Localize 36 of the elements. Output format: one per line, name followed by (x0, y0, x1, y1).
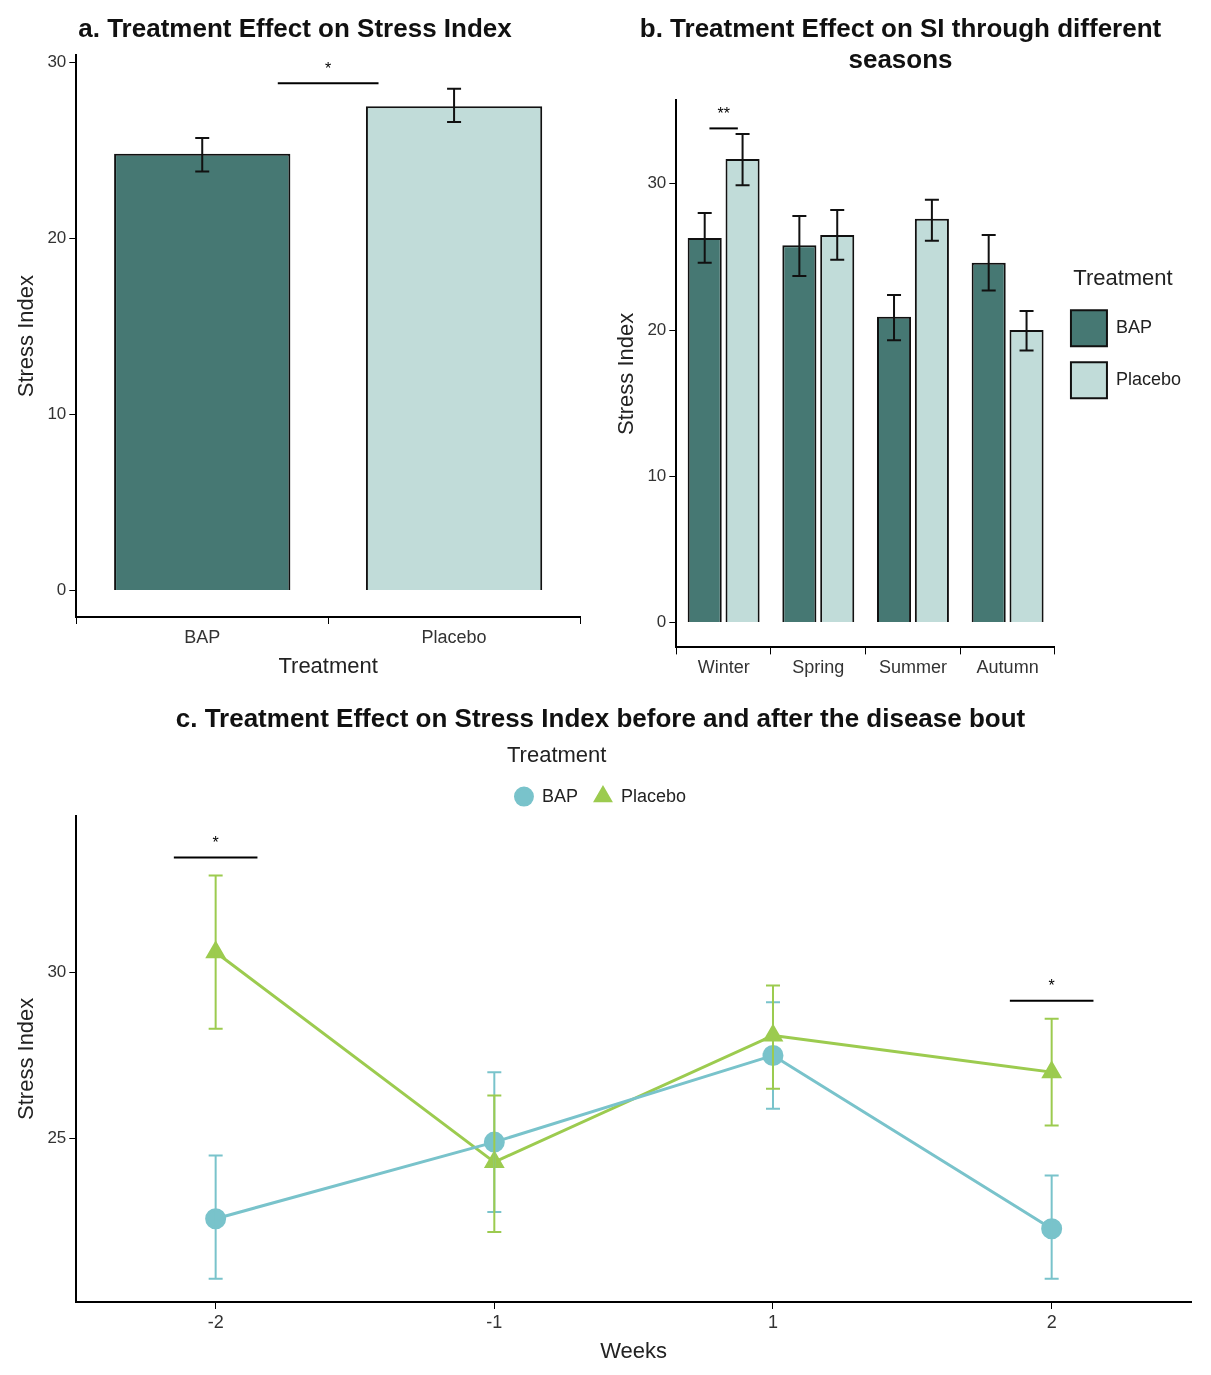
legend-title: Treatment (1073, 264, 1173, 290)
x-axis-title: Treatment (278, 652, 378, 678)
legend-label: Placebo (620, 785, 687, 806)
x-tick-label: -2 (207, 1311, 224, 1332)
x-tick-label: -1 (486, 1311, 503, 1332)
y-tick-label: 30 (47, 51, 67, 71)
x-tick-label: 1 (767, 1311, 778, 1332)
chart-title: c. Treatment Effect on Stress Index before and after the disease bout (175, 702, 1026, 733)
annotation: * (325, 59, 332, 77)
x-axis-title: Weeks (600, 1337, 668, 1363)
chart-title: b. Treatment Effect on SI through different seasons (639, 12, 1162, 74)
annotation: * (1048, 977, 1055, 995)
legend-label: Placebo (1115, 369, 1182, 390)
y-tick-label: 0 (656, 612, 667, 632)
legend-label: BAP (1115, 317, 1152, 338)
y-tick-label: 25 (47, 1128, 67, 1148)
y-axis-title: Stress Index (13, 274, 39, 398)
legend-title: Treatment (506, 742, 607, 768)
x-tick-label: 2 (1046, 1311, 1057, 1332)
y-tick-label: 0 (56, 580, 67, 600)
y-tick-label: 20 (647, 319, 667, 339)
y-axis-title: Stress Index (13, 997, 39, 1120)
y-tick-label: 30 (47, 961, 67, 981)
x-tick-label: Summer (878, 657, 947, 678)
legend-label: BAP (541, 785, 578, 806)
y-tick-label: 30 (647, 173, 667, 193)
y-tick-label: 20 (47, 228, 67, 248)
y-tick-label: 10 (647, 465, 667, 485)
chart-title: a. Treatment Effect on Stress Index (78, 12, 513, 43)
y-axis-title: Stress Index (613, 312, 639, 436)
annotation: * (212, 833, 219, 851)
y-tick-label: 10 (47, 404, 67, 424)
x-tick-label: Spring (792, 657, 845, 678)
x-tick-label: Autumn (976, 657, 1039, 678)
x-tick-label: Winter (697, 657, 750, 678)
annotation: ** (717, 104, 730, 122)
